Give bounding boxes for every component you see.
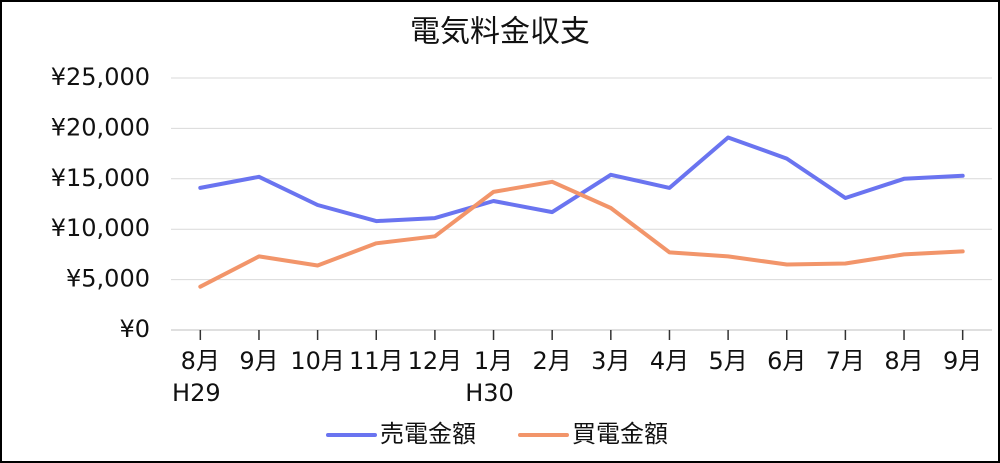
x-tick-label: 12月: [408, 347, 463, 375]
x-tick-label: 6月: [767, 347, 806, 375]
x-tick-label: 7月: [826, 347, 865, 375]
series-line: [198, 179, 965, 289]
legend-label: 売電金額: [380, 420, 476, 448]
x-tick-label: 8月: [181, 347, 220, 375]
x-tick-label: 8月: [884, 347, 923, 375]
y-tick-label: ¥20,000: [51, 113, 150, 141]
x-tick-label: 1月: [474, 347, 513, 375]
y-tick-label: ¥25,000: [51, 63, 150, 91]
chart-title: 電気料金収支: [410, 15, 590, 50]
x-tick-label: 10月: [290, 347, 345, 375]
x-tick-sublabel: H30: [465, 379, 514, 407]
y-tick-label: ¥15,000: [51, 164, 150, 192]
x-tick-label: 2月: [533, 347, 572, 375]
y-tick-label: ¥0: [119, 315, 150, 343]
legend-label: 買電金額: [572, 420, 668, 448]
x-tick-label: 11月: [349, 347, 404, 375]
x-tick-label: 5月: [708, 347, 747, 375]
x-tick-label: 9月: [239, 347, 278, 375]
y-tick-label: ¥10,000: [51, 214, 150, 242]
y-tick-label: ¥5,000: [66, 265, 150, 293]
x-tick-label: 4月: [650, 347, 689, 375]
x-tick-label: 3月: [591, 347, 630, 375]
x-tick-label: 9月: [943, 347, 982, 375]
x-tick-sublabel: H29: [172, 379, 221, 407]
